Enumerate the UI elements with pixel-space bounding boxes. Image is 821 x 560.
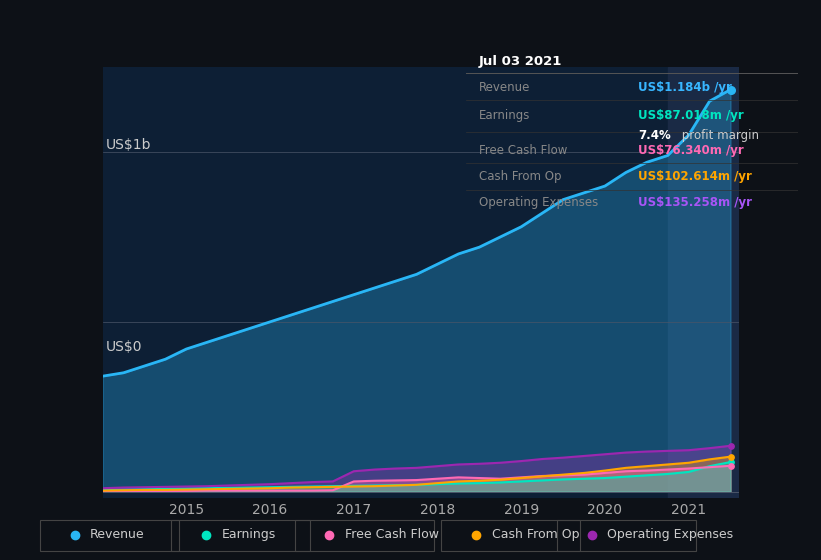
Text: US$0: US$0 bbox=[106, 340, 142, 354]
Text: Earnings: Earnings bbox=[222, 528, 276, 542]
Text: Cash From Op: Cash From Op bbox=[479, 170, 562, 184]
Point bbox=[724, 85, 737, 94]
Point bbox=[724, 441, 737, 450]
Text: US$1.184b /yr: US$1.184b /yr bbox=[639, 81, 732, 94]
Text: US$1b: US$1b bbox=[106, 138, 151, 152]
Text: Earnings: Earnings bbox=[479, 109, 530, 122]
Text: Revenue: Revenue bbox=[479, 81, 530, 94]
Text: Revenue: Revenue bbox=[90, 528, 144, 542]
Point bbox=[724, 461, 737, 470]
Text: US$87.018m /yr: US$87.018m /yr bbox=[639, 109, 744, 122]
Text: Operating Expenses: Operating Expenses bbox=[479, 195, 598, 208]
Point bbox=[724, 452, 737, 461]
Text: Operating Expenses: Operating Expenses bbox=[608, 528, 733, 542]
Text: US$135.258m /yr: US$135.258m /yr bbox=[639, 195, 752, 208]
Text: 7.4%: 7.4% bbox=[639, 129, 671, 142]
Text: profit margin: profit margin bbox=[678, 129, 759, 142]
Point bbox=[724, 458, 737, 466]
Text: Jul 03 2021: Jul 03 2021 bbox=[479, 55, 562, 68]
Text: Free Cash Flow: Free Cash Flow bbox=[479, 143, 567, 157]
Text: Free Cash Flow: Free Cash Flow bbox=[345, 528, 439, 542]
Text: US$76.340m /yr: US$76.340m /yr bbox=[639, 143, 744, 157]
Text: Cash From Op: Cash From Op bbox=[492, 528, 579, 542]
Text: US$102.614m /yr: US$102.614m /yr bbox=[639, 170, 752, 184]
Bar bbox=[667, 67, 739, 498]
